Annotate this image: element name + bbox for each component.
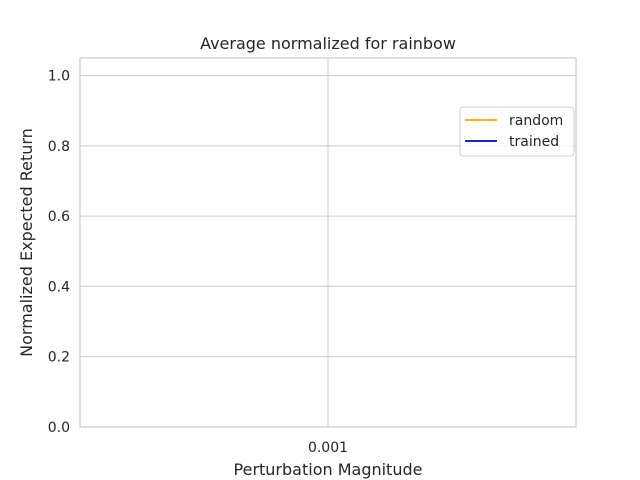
legend-label-trained: trained [509, 134, 559, 150]
tick-labels: 0.0 0.2 0.4 0.6 0.8 1.0 0.001 [48, 69, 348, 456]
x-axis-label: Perturbation Magnitude [234, 460, 423, 479]
legend-label-random: random [509, 113, 563, 129]
y-tick-label: 1.0 [48, 69, 70, 85]
y-tick-label: 0.4 [48, 279, 70, 295]
x-tick-label: 0.001 [308, 440, 348, 456]
plot-frame [79, 57, 577, 428]
y-tick-label: 0.2 [48, 350, 70, 366]
y-tick-label: 0.8 [48, 139, 70, 155]
legend: random trained [459, 106, 575, 157]
y-tick-label: 0.0 [48, 420, 70, 436]
y-axis-label: Normalized Expected Return [17, 128, 36, 357]
chart-title: Average normalized for rainbow [200, 34, 456, 53]
y-tick-label: 0.6 [48, 209, 70, 225]
